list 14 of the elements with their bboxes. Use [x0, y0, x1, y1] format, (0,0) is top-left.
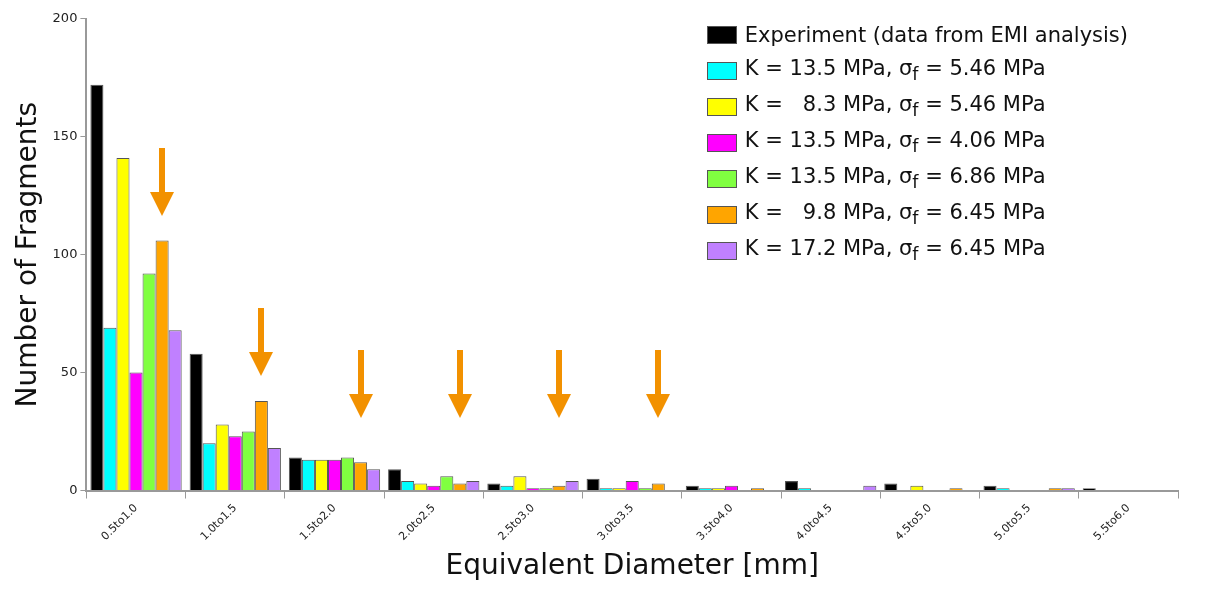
y-tick-label: 100: [52, 246, 78, 262]
legend-label: K = 9.8 MPa, σ$_{f}$ = 6.45 MPa: [744, 198, 1046, 230]
y-axis-title: Number of Fragments: [10, 101, 44, 408]
x-axis-title: Equivalent Diameter [mm]: [445, 548, 819, 582]
y-tick-label: 150: [52, 128, 78, 144]
y-tick-label: 50: [60, 363, 78, 379]
legend-label: K = 8.3 MPa, σ$_{f}$ = 5.46 MPa: [744, 90, 1046, 122]
legend-label: K = 17.2 MPa, σ$_{f}$ = 6.45 MPa: [744, 234, 1046, 266]
legend-label: K = 13.5 MPa, σ$_{f}$ = 4.06 MPa: [744, 126, 1046, 158]
y-tick-label: 200: [52, 10, 78, 26]
legend-label: K = 13.5 MPa, σ$_{f}$ = 5.46 MPa: [744, 54, 1046, 86]
legend-label: K = 13.5 MPa, σ$_{f}$ = 6.86 MPa: [744, 162, 1046, 194]
y-tick-label: 0: [69, 481, 78, 497]
legend-label: Experiment (data from EMI analysis): [744, 21, 1128, 49]
